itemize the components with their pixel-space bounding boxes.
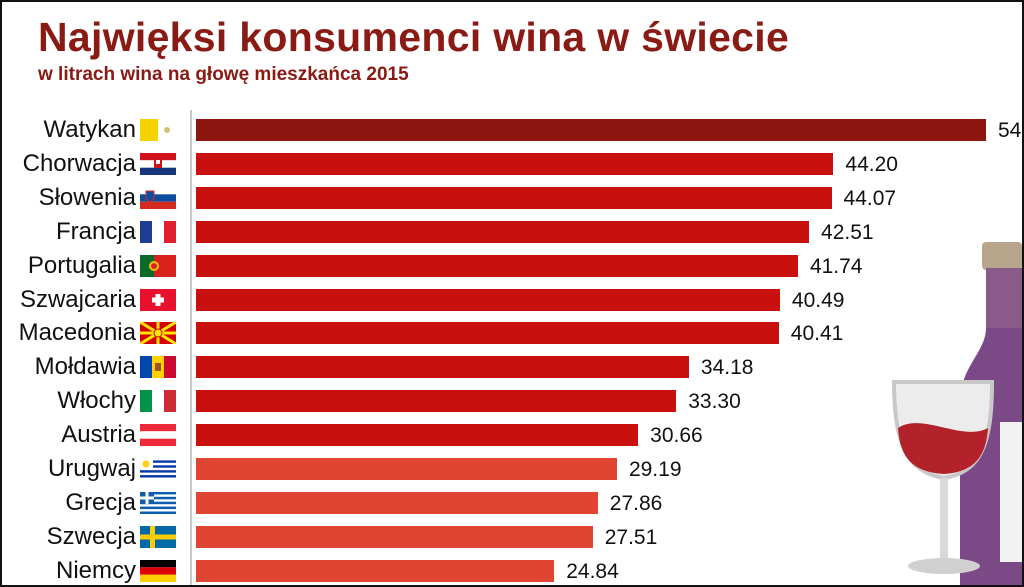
bar xyxy=(196,186,832,209)
bar xyxy=(196,152,834,175)
bar-row: Urugwaj 29.19 xyxy=(2,452,1022,486)
greece-flag-icon xyxy=(140,491,176,514)
value-label: 44.20 xyxy=(845,152,898,176)
category-label: Mołdawia xyxy=(34,353,136,381)
bar-row: Szwecja 27.51 xyxy=(2,520,1022,554)
moldova-flag-icon xyxy=(140,356,176,379)
france-flag-icon xyxy=(140,220,176,243)
value-label: 27.86 xyxy=(609,491,663,515)
value-label: 27.51 xyxy=(604,525,658,549)
value-label: 40.49 xyxy=(791,288,845,312)
value-label: 24.84 xyxy=(566,559,619,583)
bar xyxy=(196,356,689,379)
croatia-flag-icon xyxy=(140,152,176,175)
slovenia-flag-icon xyxy=(140,186,176,209)
bar xyxy=(196,390,677,413)
bar xyxy=(196,458,617,480)
category-label: Austria xyxy=(61,421,136,449)
category-label: Grecja xyxy=(65,488,136,516)
bar xyxy=(196,119,986,141)
bar-row: Macedonia 40.41 xyxy=(2,316,1022,350)
value-label: 44.07 xyxy=(843,186,897,210)
bar xyxy=(196,559,555,582)
bar xyxy=(196,424,639,447)
bar xyxy=(196,491,598,514)
chart-title: Najwięksi konsumenci wina w świecie xyxy=(38,14,790,60)
bar-row: Mołdawia 34.18 xyxy=(2,350,1022,384)
bar xyxy=(196,254,798,277)
value-label: 34.18 xyxy=(700,356,754,380)
germany-flag-icon xyxy=(140,559,176,582)
austria-flag-icon xyxy=(140,424,176,447)
bar-row: Szwajcaria 40.49 xyxy=(2,283,1022,317)
macedonia-flag-icon xyxy=(140,322,176,345)
vatican-flag-icon xyxy=(140,119,176,141)
italy-flag-icon xyxy=(140,390,176,413)
category-label: Watykan xyxy=(43,116,136,143)
category-label: Włochy xyxy=(57,387,136,415)
bar-row: Francja 42.51 xyxy=(2,215,1022,249)
value-label: 42.51 xyxy=(821,220,874,244)
category-label: Szwecja xyxy=(46,522,136,550)
value-label: 33.30 xyxy=(688,390,741,414)
category-label: Macedonia xyxy=(18,319,136,347)
value-label: 30.66 xyxy=(650,424,703,448)
value-label: 41.74 xyxy=(809,254,863,278)
category-label: Niemcy xyxy=(55,556,136,584)
category-label: Urugwaj xyxy=(47,455,136,482)
value-label: 54 xyxy=(998,119,1022,142)
bar-row: Portugalia 41.74 xyxy=(2,249,1022,283)
bar-row: Watykan 54 xyxy=(2,113,1022,147)
category-label: Szwajcaria xyxy=(19,285,136,313)
bar-row: Słowenia 44.07 xyxy=(2,181,1022,215)
portugal-flag-icon xyxy=(140,254,176,277)
value-label: 29.19 xyxy=(628,458,682,481)
bar-row: Austria 30.66 xyxy=(2,418,1022,452)
axis-line xyxy=(190,110,192,585)
chart-subtitle: w litrach wina na głowę mieszkańca 2015 xyxy=(38,64,409,85)
sweden-flag-icon xyxy=(140,525,176,548)
value-label: 40.41 xyxy=(790,322,844,346)
switzerland-flag-icon xyxy=(140,288,176,311)
bar xyxy=(196,322,779,345)
bar-row: Grecja 27.86 xyxy=(2,486,1022,520)
bar xyxy=(196,288,780,311)
category-label: Portugalia xyxy=(27,251,136,279)
bar-row: Włochy 33.30 xyxy=(2,384,1022,418)
bar xyxy=(196,220,810,243)
category-label: Słowenia xyxy=(38,183,136,211)
bar-row: Niemcy 24.84 xyxy=(2,554,1022,585)
bar-row: Chorwacja 44.20 xyxy=(2,147,1022,181)
wine-illustration-icon xyxy=(891,242,1022,585)
category-label: Chorwacja xyxy=(22,149,136,177)
category-label: Francja xyxy=(55,217,136,245)
bar xyxy=(196,525,593,548)
uruguay-flag-icon xyxy=(140,458,176,480)
